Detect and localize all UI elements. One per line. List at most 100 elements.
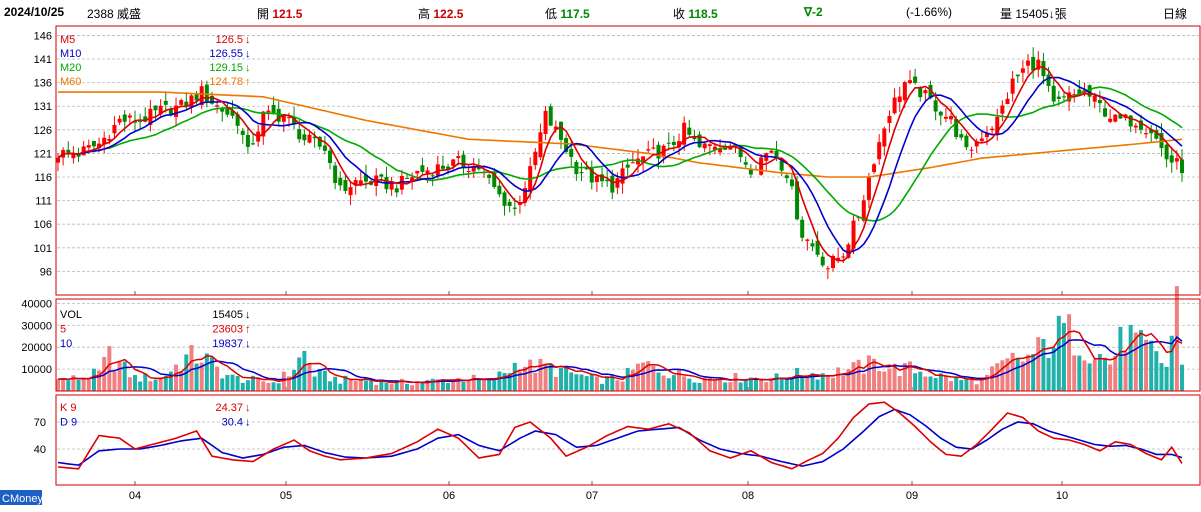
volume-bar: [789, 379, 794, 391]
volume-bar: [610, 374, 615, 391]
volume-bar: [528, 359, 533, 391]
legends: M5 126.5 ↓M10 126.55 ↓M20 129.15 ↓M60 124.78 ↑VO…: [60, 34, 251, 429]
candle-body: [245, 134, 250, 147]
candle-body: [302, 134, 307, 141]
volume-bar: [1123, 351, 1128, 391]
legend-arrow: ↓: [245, 338, 251, 350]
candle-body: [451, 159, 456, 166]
candle-body: [759, 157, 764, 175]
candle-body: [687, 127, 692, 135]
volume-bar: [194, 363, 199, 391]
candle-body: [471, 165, 476, 172]
volume-bar: [882, 371, 887, 391]
volume-bar: [805, 377, 810, 391]
volume-bar: [122, 361, 127, 391]
month-ticks: 04 05 06 07 08 09 10: [129, 291, 1068, 502]
volume-bar: [543, 364, 548, 391]
candle-body: [56, 157, 60, 163]
volume-bar: [656, 372, 661, 391]
candle-body: [112, 124, 117, 134]
candle-body: [738, 146, 743, 158]
volume-bar: [666, 378, 671, 391]
candle-body: [543, 110, 548, 134]
legend-arrow: ↓: [245, 309, 251, 321]
volume-bar: [538, 359, 543, 391]
volume-bar: [481, 379, 486, 391]
stock-name: 2388 威盛: [87, 7, 142, 21]
candle-body: [656, 144, 661, 159]
volume-bar: [235, 376, 240, 391]
candle-body: [969, 149, 974, 151]
price-tick-label: 96: [40, 266, 52, 278]
legend-name: D 9: [60, 417, 77, 429]
candle-body: [533, 151, 538, 166]
candle-body: [1067, 92, 1072, 102]
candle-body: [692, 136, 697, 140]
volume-bars: [56, 286, 1184, 391]
legend-name: M60: [60, 76, 81, 88]
volume-bar: [620, 381, 625, 391]
candle-body: [646, 149, 651, 151]
candle-body: [523, 188, 528, 203]
candle-body: [830, 255, 835, 269]
candle-body: [168, 108, 173, 116]
volume-bar: [820, 373, 825, 391]
legend-name: 10: [60, 338, 72, 350]
volume-bar: [199, 362, 204, 391]
candle-body: [1138, 120, 1143, 130]
legend-value: 24.37: [215, 402, 243, 414]
volume-quote: 量 15405↓張: [1000, 7, 1067, 21]
candle-body: [779, 160, 784, 171]
volume-bar: [836, 367, 841, 391]
candle-body: [990, 128, 995, 131]
candle-body: [307, 134, 312, 143]
candle-body: [487, 174, 492, 178]
volume-bar: [81, 378, 86, 391]
candle-body: [923, 90, 928, 94]
volume-bar: [851, 362, 856, 391]
legend-value: 124.78: [209, 76, 243, 88]
volume-bar: [97, 370, 102, 391]
volume-bar: [517, 371, 522, 391]
candle-body: [410, 177, 415, 183]
volume-bar: [420, 382, 425, 391]
candle-body: [774, 150, 779, 159]
volume-bar: [584, 376, 589, 391]
legend-value: 126.5: [215, 34, 243, 46]
price-tick-label: 106: [34, 219, 52, 231]
ma5-line: [57, 66, 1183, 262]
candle-body: [138, 121, 143, 123]
volume-bar: [358, 379, 363, 391]
candle-body: [379, 174, 384, 177]
candle-body: [1092, 95, 1097, 102]
candle-body: [928, 85, 933, 99]
month-label: 06: [443, 490, 455, 502]
candle-body: [420, 165, 425, 172]
volume-bar: [343, 375, 348, 391]
volume-bar: [1031, 353, 1036, 391]
candle-body: [1087, 85, 1092, 97]
candle-body: [117, 118, 122, 123]
volume-ma5-line: [57, 330, 1183, 384]
volume-bar: [774, 373, 779, 391]
legend-value: 23603: [212, 324, 243, 336]
candle-body: [589, 168, 594, 183]
candle-body: [620, 168, 625, 184]
volume-bar: [1108, 364, 1113, 391]
volume-bar: [127, 377, 132, 391]
month-label: 10: [1056, 490, 1068, 502]
volume-bar: [1010, 352, 1015, 391]
volume-bar: [179, 371, 184, 391]
legend-arrow: ↑: [245, 324, 251, 336]
price-tick-label: 141: [34, 54, 52, 66]
candle-body: [974, 141, 979, 147]
volume-bar: [1000, 360, 1005, 391]
candle-body: [1015, 74, 1020, 77]
candle-body: [348, 187, 353, 196]
candle-body: [949, 116, 954, 120]
candle-body: [1010, 78, 1015, 94]
candle-body: [635, 158, 640, 165]
volume-bar: [682, 376, 687, 391]
candle-body: [312, 136, 317, 139]
